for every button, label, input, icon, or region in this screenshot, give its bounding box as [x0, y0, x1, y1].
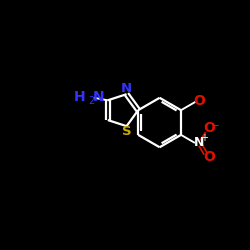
Text: O: O — [193, 94, 205, 108]
Text: H: H — [74, 90, 86, 104]
Text: O: O — [203, 121, 215, 135]
Text: +: + — [200, 134, 208, 143]
Text: –: – — [212, 119, 218, 132]
Text: 2: 2 — [88, 96, 94, 106]
Text: N: N — [93, 90, 105, 104]
Text: O: O — [203, 150, 215, 164]
Text: N: N — [121, 82, 132, 95]
Text: S: S — [122, 125, 132, 138]
Text: N: N — [194, 136, 204, 149]
